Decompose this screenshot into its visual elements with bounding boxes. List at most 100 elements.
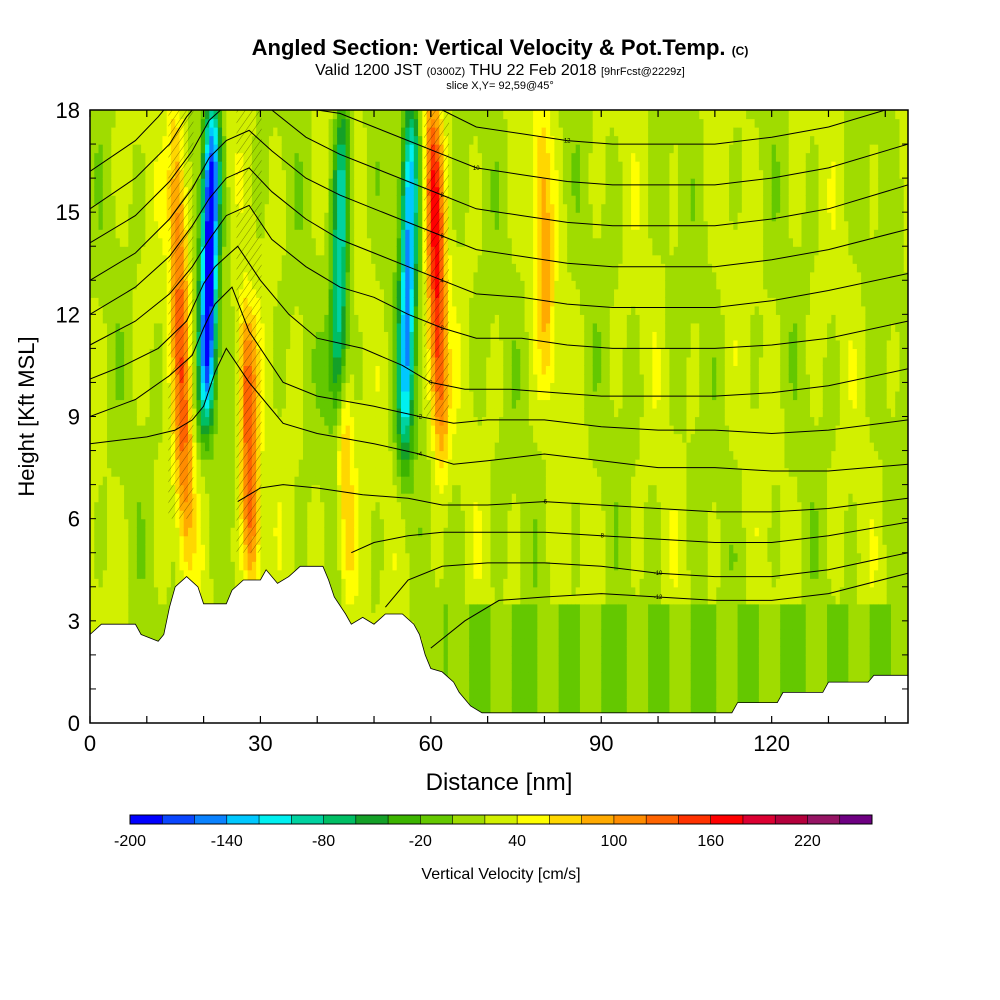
velocity-cell xyxy=(90,459,95,469)
velocity-cell xyxy=(239,552,244,562)
velocity-cell xyxy=(119,467,125,477)
velocity-cell xyxy=(222,595,227,605)
velocity-cell xyxy=(102,161,108,171)
velocity-cell xyxy=(324,510,330,520)
velocity-cell xyxy=(98,578,104,588)
velocity-cell xyxy=(119,356,125,367)
velocity-cell xyxy=(354,459,360,469)
velocity-cell xyxy=(145,399,151,409)
velocity-cell xyxy=(145,561,151,571)
velocity-cell xyxy=(196,467,202,477)
velocity-cell xyxy=(320,459,325,469)
velocity-cell xyxy=(94,390,100,401)
velocity-cell xyxy=(153,399,159,409)
velocity-cell xyxy=(145,552,151,562)
velocity-cell xyxy=(328,450,334,460)
velocity-cell xyxy=(298,229,304,239)
velocity-cell xyxy=(162,203,168,213)
velocity-cell xyxy=(324,331,330,341)
velocity-cell xyxy=(298,459,304,469)
velocity-cell xyxy=(226,390,232,401)
velocity-cell xyxy=(332,127,338,137)
velocity-cell xyxy=(332,407,338,418)
velocity-cell xyxy=(200,161,206,171)
velocity-cell xyxy=(285,476,291,486)
velocity-cell xyxy=(149,501,155,511)
velocity-cell xyxy=(200,501,206,511)
velocity-cell xyxy=(94,407,100,418)
velocity-cell xyxy=(145,510,151,520)
velocity-cell xyxy=(354,305,360,315)
velocity-cell xyxy=(268,459,274,469)
velocity-cell xyxy=(277,288,283,298)
velocity-cell xyxy=(107,271,112,281)
velocity-cell xyxy=(132,416,138,426)
velocity-cell xyxy=(315,501,321,511)
velocity-cell xyxy=(90,127,95,137)
velocity-cell xyxy=(158,620,164,630)
velocity-cell xyxy=(328,339,334,349)
velocity-cell xyxy=(196,178,202,188)
velocity-cell xyxy=(90,305,95,315)
velocity-cell xyxy=(247,561,253,571)
velocity-cell xyxy=(294,356,300,367)
velocity-cell xyxy=(217,186,223,196)
velocity-cell xyxy=(153,110,159,120)
velocity-cell xyxy=(273,178,279,188)
velocity-cell xyxy=(158,220,164,230)
velocity-cell xyxy=(362,339,368,349)
velocity-cell xyxy=(332,331,338,341)
velocity-cell xyxy=(349,569,355,579)
velocity-cell xyxy=(145,178,151,188)
velocity-cell xyxy=(119,433,125,443)
velocity-cell xyxy=(311,220,317,230)
velocity-cell xyxy=(145,254,151,264)
velocity-cell xyxy=(187,569,193,579)
velocity-cell xyxy=(371,305,377,315)
velocity-cell xyxy=(337,297,342,307)
velocity-cell xyxy=(196,382,202,392)
velocity-cell xyxy=(132,527,138,537)
velocity-cell xyxy=(277,254,283,264)
velocity-cell xyxy=(366,407,372,418)
velocity-cell xyxy=(281,186,287,196)
velocity-cell xyxy=(294,552,300,562)
velocity-cell xyxy=(337,433,342,443)
velocity-cell xyxy=(362,373,368,384)
velocity-cell xyxy=(166,595,172,605)
velocity-cell xyxy=(328,297,334,307)
velocity-cell xyxy=(162,288,168,298)
velocity-cell xyxy=(153,612,159,622)
velocity-cell xyxy=(128,195,134,205)
velocity-cell xyxy=(371,178,377,188)
velocity-cell xyxy=(94,195,100,205)
velocity-cell xyxy=(234,561,240,571)
velocity-cell xyxy=(371,127,377,137)
velocity-cell xyxy=(341,586,347,596)
velocity-cell xyxy=(285,459,291,469)
velocity-cell xyxy=(273,467,279,477)
velocity-cell xyxy=(307,459,313,469)
velocity-cell xyxy=(153,288,159,298)
velocity-cell xyxy=(281,493,287,503)
velocity-cell xyxy=(149,433,155,443)
velocity-cell xyxy=(115,110,121,120)
velocity-cell xyxy=(285,203,291,213)
velocity-cell xyxy=(303,178,308,188)
velocity-cell xyxy=(200,544,206,554)
velocity-cell xyxy=(354,535,360,545)
velocity-cell xyxy=(362,186,368,196)
velocity-cell xyxy=(349,612,355,622)
velocity-cell xyxy=(354,127,360,137)
velocity-cell xyxy=(111,501,117,511)
velocity-cell xyxy=(307,348,313,358)
velocity-cell xyxy=(332,110,338,120)
velocity-cell xyxy=(166,569,172,579)
velocity-cell xyxy=(111,288,117,298)
velocity-cell xyxy=(119,237,125,247)
velocity-cell xyxy=(281,152,287,162)
velocity-cell xyxy=(298,195,304,205)
velocity-cell xyxy=(264,459,270,469)
velocity-cell xyxy=(128,382,134,392)
velocity-cell xyxy=(145,416,151,426)
